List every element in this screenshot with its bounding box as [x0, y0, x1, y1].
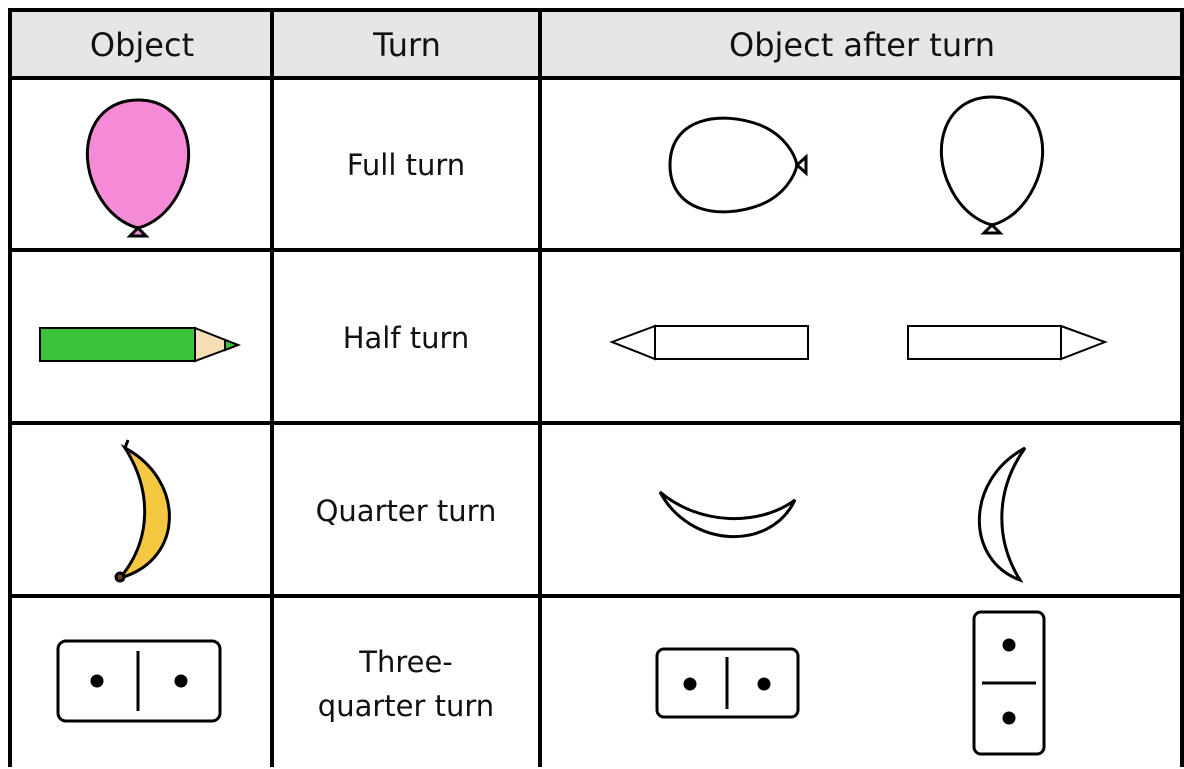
domino [56, 639, 222, 723]
pencil-right [907, 324, 1108, 361]
turn-cell: Full turn [346, 148, 466, 182]
banana-horizontal [658, 490, 797, 539]
domino-vertical [972, 610, 1046, 756]
header-cell: Turn [373, 26, 441, 64]
header-cell: Object [89, 26, 195, 64]
turn-cell: Half turn [342, 320, 470, 355]
balloon-upright [940, 95, 1044, 235]
domino-horizontal [655, 647, 800, 719]
table-border [8, 8, 1184, 767]
banana-vertical [977, 446, 1027, 583]
pencil-left [609, 324, 809, 361]
header-cell: Object after turn [729, 26, 995, 64]
table-grid [8, 8, 1184, 767]
turn-cell: Three-quarter turn [317, 644, 495, 723]
balloon-sideways [668, 116, 808, 214]
header-background [10, 10, 1182, 78]
pencil-green [39, 326, 241, 363]
banana-yellow [114, 439, 171, 583]
turn-cell: Quarter turn [315, 493, 497, 528]
balloon-pink [86, 98, 190, 238]
